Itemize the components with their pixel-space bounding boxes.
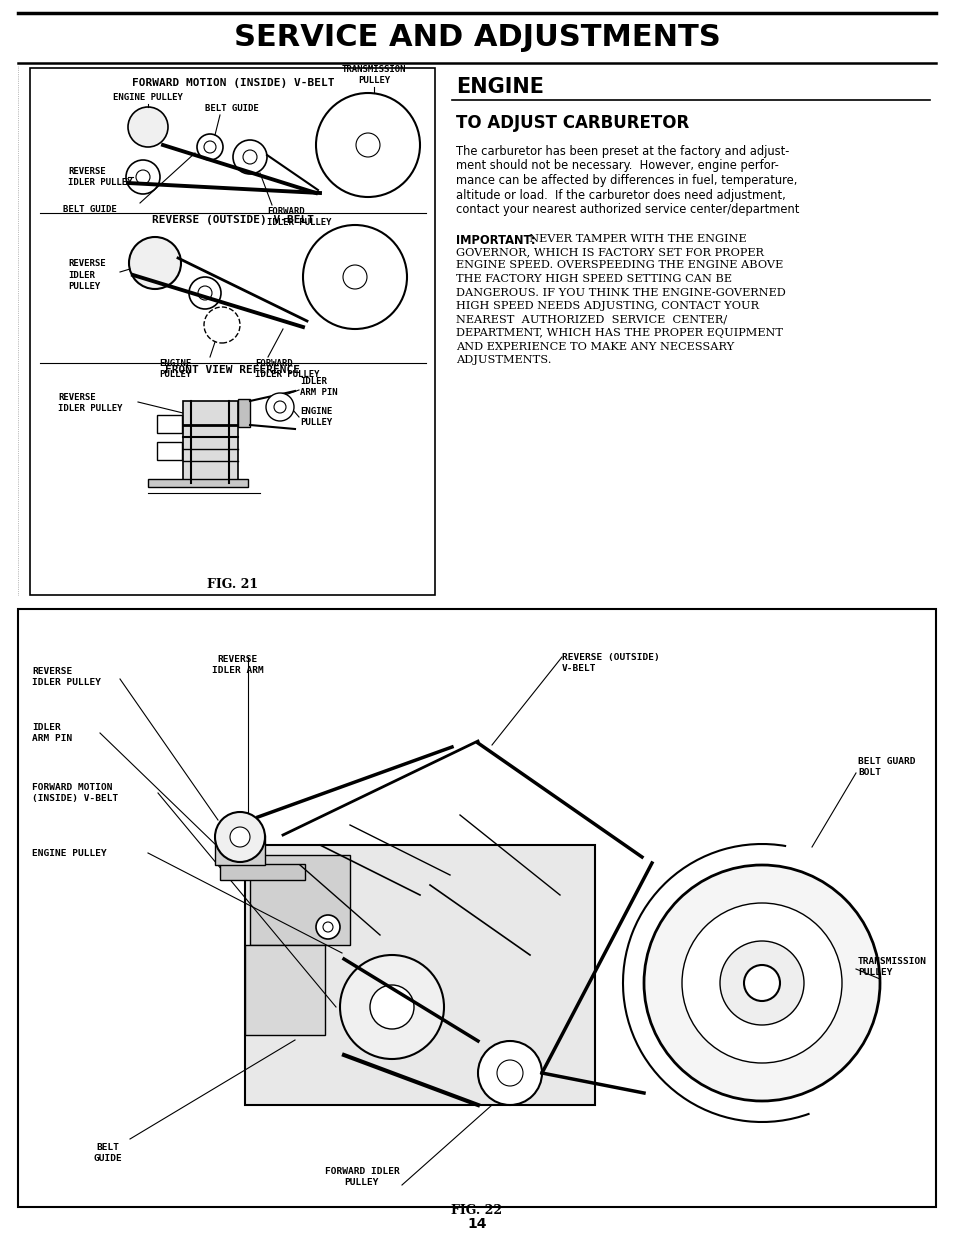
Text: mance can be affected by differences in fuel, temperature,: mance can be affected by differences in … [456, 174, 797, 186]
Circle shape [315, 915, 339, 939]
Circle shape [198, 287, 212, 300]
Circle shape [643, 864, 879, 1100]
Text: TRANSMISSION
PULLEY: TRANSMISSION PULLEY [857, 957, 926, 977]
Text: ADJUSTMENTS.: ADJUSTMENTS. [456, 354, 551, 366]
Bar [250, 855, 350, 945]
Text: IMPORTANT:: IMPORTANT: [456, 233, 535, 247]
Bar [18, 609, 935, 1207]
Text: REVERSE
IDLER PULLEY: REVERSE IDLER PULLEY [58, 393, 122, 412]
Text: ENGINE
PULLEY: ENGINE PULLEY [159, 359, 191, 379]
Text: contact your nearest authorized service center/department: contact your nearest authorized service … [456, 203, 799, 216]
Circle shape [323, 923, 333, 932]
Circle shape [243, 149, 256, 164]
Text: ENGINE PULLEY: ENGINE PULLEY [113, 93, 183, 103]
Text: ENGINE PULLEY: ENGINE PULLEY [32, 848, 107, 857]
Text: TO ADJUST CARBURETOR: TO ADJUST CARBURETOR [456, 114, 688, 132]
Text: FIG. 22: FIG. 22 [451, 1204, 502, 1216]
Circle shape [214, 811, 265, 862]
Text: REVERSE
IDLER
PULLEY: REVERSE IDLER PULLEY [68, 259, 106, 290]
Circle shape [303, 225, 407, 329]
Bar [245, 845, 595, 1105]
Text: THE FACTORY HIGH SPEED SETTING CAN BE: THE FACTORY HIGH SPEED SETTING CAN BE [456, 274, 731, 284]
Bar [30, 68, 435, 595]
Text: IDLER
ARM PIN: IDLER ARM PIN [299, 377, 337, 396]
Text: DEPARTMENT, WHICH HAS THE PROPER EQUIPMENT: DEPARTMENT, WHICH HAS THE PROPER EQUIPME… [456, 329, 782, 338]
Circle shape [274, 401, 286, 412]
Text: HIGH SPEED NEEDS ADJUSTING, CONTACT YOUR: HIGH SPEED NEEDS ADJUSTING, CONTACT YOUR [456, 301, 759, 311]
Text: The carburetor has been preset at the factory and adjust-: The carburetor has been preset at the fa… [456, 144, 788, 158]
Circle shape [189, 277, 221, 309]
Text: ment should not be necessary.  However, engine perfor-: ment should not be necessary. However, e… [456, 159, 778, 173]
Text: FRONT VIEW REFERENCE: FRONT VIEW REFERENCE [165, 366, 300, 375]
Bar [148, 479, 248, 487]
Bar [237, 399, 250, 427]
Text: BELT
GUIDE: BELT GUIDE [93, 1144, 122, 1163]
Text: AND EXPERIENCE TO MAKE ANY NECESSARY: AND EXPERIENCE TO MAKE ANY NECESSARY [456, 342, 734, 352]
Circle shape [129, 237, 181, 289]
Text: TRANSMISSION
PULLEY: TRANSMISSION PULLEY [341, 65, 406, 85]
Text: REVERSE (OUTSIDE)
V-BELT: REVERSE (OUTSIDE) V-BELT [561, 653, 659, 673]
Circle shape [233, 140, 267, 174]
Circle shape [128, 107, 168, 147]
Circle shape [126, 161, 160, 194]
Circle shape [315, 93, 419, 198]
Circle shape [681, 903, 841, 1063]
Bar [245, 945, 325, 1035]
Circle shape [743, 965, 780, 1002]
Bar [214, 835, 265, 864]
Text: DANGEROUS. IF YOU THINK THE ENGINE-GOVERNED: DANGEROUS. IF YOU THINK THE ENGINE-GOVER… [456, 288, 785, 298]
Text: altitude or load.  If the carburetor does need adjustment,: altitude or load. If the carburetor does… [456, 189, 785, 201]
Text: GOVERNOR, WHICH IS FACTORY SET FOR PROPER: GOVERNOR, WHICH IS FACTORY SET FOR PROPE… [456, 247, 763, 257]
Text: REVERSE (OUTSIDE) V-BELT: REVERSE (OUTSIDE) V-BELT [152, 215, 314, 225]
Text: FORWARD MOTION
(INSIDE) V-BELT: FORWARD MOTION (INSIDE) V-BELT [32, 783, 118, 803]
Circle shape [720, 941, 803, 1025]
Text: FORWARD IDLER
PULLEY: FORWARD IDLER PULLEY [324, 1167, 399, 1187]
Text: ENGINE
PULLEY: ENGINE PULLEY [299, 408, 332, 427]
Text: REVERSE
IDLER ARM: REVERSE IDLER ARM [212, 655, 264, 676]
Circle shape [204, 141, 215, 153]
Text: ENGINE SPEED. OVERSPEEDING THE ENGINE ABOVE: ENGINE SPEED. OVERSPEEDING THE ENGINE AB… [456, 261, 782, 270]
Text: BELT GUIDE: BELT GUIDE [63, 205, 117, 214]
Text: FIG. 21: FIG. 21 [207, 578, 258, 592]
Circle shape [266, 393, 294, 421]
Text: REVERSE
IDLER PULLEY: REVERSE IDLER PULLEY [32, 667, 101, 687]
Text: FORWARD
IDLER PULLEY: FORWARD IDLER PULLEY [267, 207, 331, 227]
Bar [183, 401, 237, 483]
Circle shape [477, 1041, 541, 1105]
Text: NEVER TAMPER WITH THE ENGINE: NEVER TAMPER WITH THE ENGINE [521, 233, 746, 243]
Text: SERVICE AND ADJUSTMENTS: SERVICE AND ADJUSTMENTS [233, 23, 720, 53]
Circle shape [230, 827, 250, 847]
Text: NEAREST  AUTHORIZED  SERVICE  CENTER/: NEAREST AUTHORIZED SERVICE CENTER/ [456, 315, 726, 325]
Circle shape [343, 266, 367, 289]
Text: BELT GUIDE: BELT GUIDE [205, 104, 258, 112]
Circle shape [355, 133, 379, 157]
Text: 14: 14 [467, 1216, 486, 1231]
Text: ENGINE: ENGINE [456, 77, 543, 98]
Bar [220, 864, 305, 881]
Bar [157, 442, 182, 459]
Circle shape [370, 986, 414, 1029]
Text: IDLER
ARM PIN: IDLER ARM PIN [32, 722, 72, 743]
Circle shape [196, 135, 223, 161]
Circle shape [339, 955, 443, 1058]
Bar [157, 415, 182, 433]
Circle shape [136, 170, 150, 184]
Text: FORWARD MOTION (INSIDE) V-BELT: FORWARD MOTION (INSIDE) V-BELT [132, 78, 334, 88]
Text: REVERSE
IDLER PULLEY: REVERSE IDLER PULLEY [68, 167, 132, 186]
Text: BELT GUARD
BOLT: BELT GUARD BOLT [857, 757, 915, 777]
Circle shape [497, 1060, 522, 1086]
Circle shape [204, 308, 240, 343]
Text: FORWARD
IDLER PULLEY: FORWARD IDLER PULLEY [254, 359, 319, 379]
